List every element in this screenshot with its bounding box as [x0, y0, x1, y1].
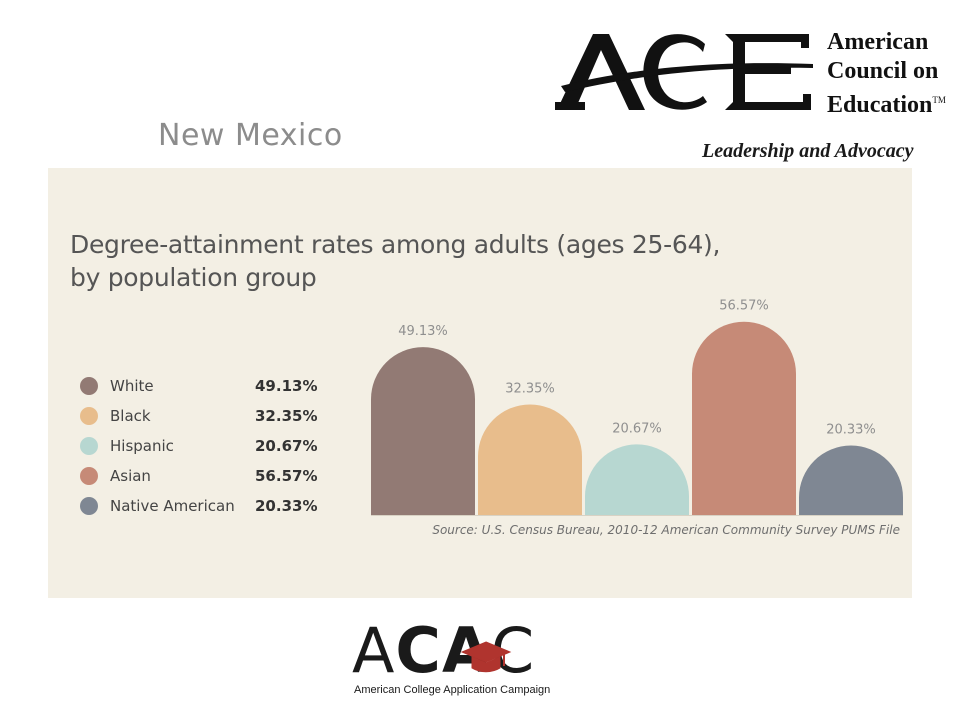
- acac-logo: ACAC American College Application Campai…: [352, 618, 582, 708]
- bar-value-label: 20.33%: [826, 423, 876, 438]
- bar: [371, 347, 475, 515]
- chart-title: Degree-attainment rates among adults (ag…: [70, 228, 790, 294]
- legend-label: White: [110, 377, 154, 395]
- ace-org-line-3: Education: [827, 92, 933, 118]
- chart-source: Source: U.S. Census Bureau, 2010-12 Amer…: [432, 523, 900, 537]
- chart-panel: Degree-attainment rates among adults (ag…: [48, 168, 912, 598]
- legend-item: Native American 20.33%: [80, 493, 320, 523]
- legend-item: Asian 56.57%: [80, 463, 320, 493]
- bar-value-label: 56.57%: [719, 299, 769, 314]
- bar: [799, 445, 903, 515]
- bar: [478, 404, 582, 515]
- legend-item: Hispanic 20.67%: [80, 433, 320, 463]
- legend-swatch: [80, 377, 98, 395]
- ace-logo: American Council on EducationTM: [555, 26, 955, 118]
- chart-legend: White 49.13% Black 32.35% Hispanic 20.67% Asia…: [80, 373, 320, 523]
- acac-letter-1: A: [352, 614, 396, 687]
- legend-value: 56.57%: [255, 467, 318, 485]
- ace-logo-mark-icon: [555, 34, 813, 110]
- ace-org-name: American Council on EducationTM: [827, 28, 946, 120]
- legend-item: Black 32.35%: [80, 403, 320, 433]
- ace-tagline: Leadership and Advocacy: [702, 140, 914, 162]
- bar-value-label: 20.67%: [612, 421, 662, 436]
- ace-org-line-2: Council on: [827, 58, 939, 84]
- legend-swatch: [80, 437, 98, 455]
- bar: [692, 321, 796, 515]
- bar-chart-plot: 49.13% 32.35% 20.67% 56.57% 20.33%: [371, 299, 903, 516]
- bar-value-label: 49.13%: [398, 324, 448, 339]
- legend-value: 20.33%: [255, 497, 318, 515]
- legend-label: Black: [110, 407, 151, 425]
- legend-swatch: [80, 497, 98, 515]
- legend-label: Hispanic: [110, 437, 174, 455]
- state-name: New Mexico: [158, 118, 343, 153]
- legend-value: 32.35%: [255, 407, 318, 425]
- chart-title-line-2: by population group: [70, 263, 317, 292]
- legend-value: 20.67%: [255, 437, 318, 455]
- chart-title-line-1: Degree-attainment rates among adults (ag…: [70, 230, 721, 259]
- graduation-cap-icon: [460, 641, 512, 673]
- acac-tagline: American College Application Campaign: [354, 684, 551, 696]
- legend-swatch: [80, 407, 98, 425]
- ace-org-line-1: American: [827, 29, 929, 55]
- legend-label: Native American: [110, 497, 235, 515]
- legend-item: White 49.13%: [80, 373, 320, 403]
- legend-swatch: [80, 467, 98, 485]
- legend-label: Asian: [110, 467, 151, 485]
- legend-value: 49.13%: [255, 377, 318, 395]
- acac-letter-2: C: [395, 614, 442, 687]
- ace-trademark: TM: [932, 95, 946, 105]
- bar-value-label: 32.35%: [505, 381, 555, 396]
- bar: [585, 444, 689, 515]
